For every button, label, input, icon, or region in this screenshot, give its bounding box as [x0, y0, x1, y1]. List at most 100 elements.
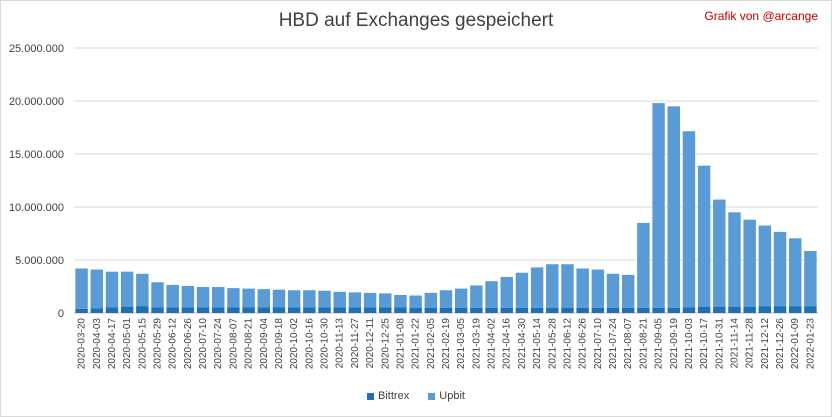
bar-bittrex [439, 307, 453, 313]
legend-label-bittrex: Bittrex [378, 390, 410, 402]
x-tick-label: 2020-10-30 [320, 318, 331, 370]
bar-bittrex [530, 307, 544, 313]
bar-upbit [500, 276, 513, 308]
legend-swatch-bittrex [367, 392, 375, 400]
bar-upbit [212, 287, 225, 308]
x-tick-label: 2021-10-17 [699, 318, 710, 370]
x-tick-label: 2021-04-02 [487, 318, 498, 370]
bar-bittrex [758, 306, 772, 313]
x-tick-label: 2020-12-25 [380, 318, 391, 370]
bar-upbit [697, 165, 711, 307]
bar-upbit [576, 268, 589, 308]
x-tick-label: 2020-09-04 [259, 318, 270, 370]
bar-upbit [667, 106, 680, 308]
x-tick-label: 2021-06-12 [562, 318, 573, 370]
x-tick-label: 2020-06-26 [183, 318, 194, 370]
x-tick-label: 2021-10-31 [714, 318, 725, 370]
x-tick-label: 2021-09-19 [669, 318, 680, 370]
bar-upbit [454, 288, 468, 308]
x-tick-label: 2021-08-07 [623, 318, 634, 370]
bar-upbit [136, 273, 149, 307]
bar-bittrex [272, 307, 286, 313]
legend-item-bittrex: Bittrex [367, 390, 409, 402]
bar-bittrex [485, 307, 498, 313]
bar-upbit [257, 289, 271, 308]
y-tick-label: 25.000.000 [9, 43, 64, 55]
bar-upbit [120, 271, 134, 307]
x-tick-label: 2020-11-27 [350, 318, 361, 369]
bar-upbit [515, 272, 529, 308]
bar-upbit [303, 290, 316, 308]
bar-upbit [758, 225, 772, 307]
bar-bittrex [363, 307, 377, 313]
x-tick-label: 2020-04-17 [107, 318, 118, 370]
bar-bittrex [621, 307, 635, 313]
legend-label-upbit: Upbit [439, 390, 465, 402]
bar-upbit [530, 267, 544, 308]
x-tick-label: 2021-03-19 [471, 318, 482, 370]
bar-bittrex [652, 307, 665, 313]
x-tick-label: 2022-01-09 [790, 318, 801, 370]
bar-bittrex [743, 306, 756, 313]
chart-credit: Grafik von @arcange [704, 9, 818, 23]
bar-upbit [621, 274, 635, 308]
x-axis-labels: 2020-03-20 2020-04-03 2020-04-17 2020-05-01… [77, 318, 817, 370]
bar-bittrex [287, 307, 301, 313]
x-tick-label: 2021-08-21 [638, 318, 649, 370]
bar-upbit [546, 264, 559, 308]
x-tick-label: 2021-02-05 [426, 318, 437, 370]
bar-upbit [470, 285, 483, 308]
bar-bittrex [454, 307, 468, 313]
bar-bittrex [379, 307, 392, 313]
bar-bittrex [227, 307, 240, 313]
bar-bittrex [136, 306, 149, 313]
legend-item-upbit: Upbit [428, 390, 465, 402]
bar-bittrex [697, 306, 711, 313]
bar-upbit [652, 103, 665, 308]
x-tick-label: 2021-01-08 [395, 318, 406, 370]
bar-upbit [728, 212, 741, 307]
bar-bittrex [773, 306, 787, 313]
bar-upbit [90, 269, 104, 309]
bar-upbit [439, 290, 453, 308]
x-tick-label: 2021-06-26 [578, 318, 589, 370]
bars [75, 103, 817, 313]
bar-upbit [682, 131, 696, 308]
bar-bittrex [212, 307, 225, 313]
chart-title: HBD auf Exchanges gespeichert [278, 10, 554, 31]
bar-upbit [287, 290, 301, 308]
x-tick-label: 2021-10-03 [684, 318, 695, 370]
bar-upbit [363, 292, 377, 308]
bar-upbit [166, 284, 179, 308]
bar-bittrex [242, 307, 255, 313]
bar-bittrex [546, 307, 559, 313]
bar-upbit [591, 269, 605, 308]
bar-bittrex [166, 307, 179, 313]
bar-upbit [409, 295, 422, 308]
x-tick-label: 2021-04-30 [517, 318, 528, 370]
x-tick-label: 2020-05-15 [137, 318, 148, 370]
bar-upbit [394, 294, 407, 308]
x-tick-label: 2020-10-16 [304, 318, 315, 370]
bar-upbit [318, 290, 331, 308]
x-tick-label: 2020-03-20 [77, 318, 88, 370]
y-axis-labels: 0 5.000.000 10.000.000 15.000.000 20.000.000… [9, 43, 64, 320]
x-tick-label: 2021-04-16 [502, 318, 513, 370]
x-tick-label: 2020-04-03 [92, 318, 103, 370]
bar-bittrex [515, 307, 529, 313]
x-tick-label: 2021-11-28 [745, 318, 756, 369]
bar-upbit [333, 291, 346, 308]
bar-upbit [424, 292, 438, 308]
bar-bittrex [637, 307, 650, 313]
x-tick-label: 2021-05-14 [532, 318, 543, 370]
legend: Bittrex Upbit [0, 390, 832, 402]
bar-bittrex [606, 307, 620, 313]
bar-bittrex [470, 307, 483, 313]
x-tick-label: 2021-12-12 [760, 318, 771, 370]
stacked-bar-chart: 0 5.000.000 10.000.000 15.000.000 20.000.000… [9, 43, 818, 370]
bar-upbit [379, 293, 392, 308]
bar-bittrex [424, 307, 438, 313]
y-tick-label: 15.000.000 [9, 149, 64, 161]
bar-upbit [105, 271, 119, 308]
bar-upbit [773, 231, 787, 307]
